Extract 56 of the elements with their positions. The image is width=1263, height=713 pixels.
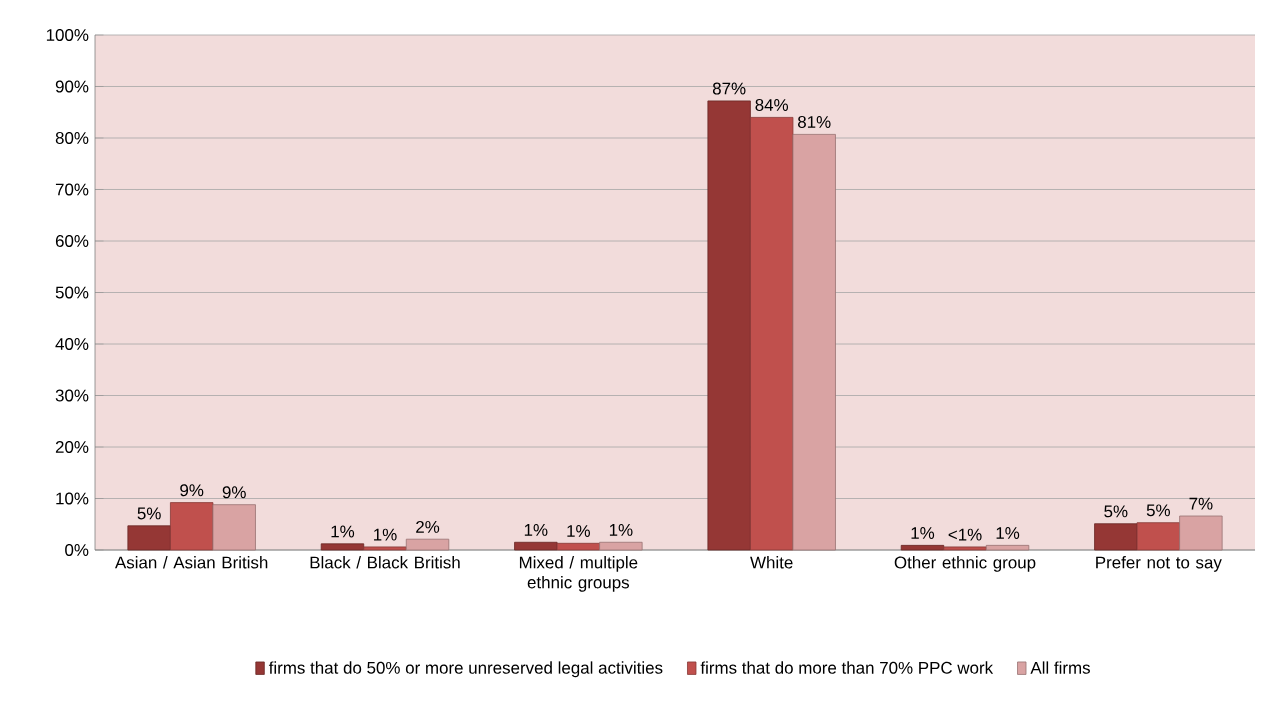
legend-label: firms that do 50% or more unreserved legal activities — [268, 661, 663, 678]
data-label: 9% — [180, 484, 204, 497]
x-tick-label: White — [750, 556, 793, 569]
data-label: 1% — [374, 528, 397, 541]
bar — [943, 546, 987, 551]
bar — [514, 541, 558, 551]
y-tick-label: 60% — [55, 235, 89, 247]
data-label: 1% — [567, 525, 590, 537]
legend-label: All firms — [1030, 661, 1090, 674]
data-label: 1% — [524, 524, 548, 536]
bar — [792, 133, 836, 551]
x-tick-label: Asian / Asian British — [114, 556, 268, 569]
data-label: 5% — [1146, 504, 1170, 517]
data-label: 1% — [609, 524, 633, 536]
data-label: 1% — [911, 527, 935, 539]
data-label: 2% — [416, 520, 440, 533]
y-tick-label: 40% — [55, 338, 89, 350]
y-tick-label: 100% — [46, 29, 89, 41]
data-label: 84% — [755, 99, 789, 111]
bar — [556, 542, 601, 551]
legend-label: firms that do more than 70% PPC work — [700, 661, 994, 674]
y-tick-label: 30% — [55, 389, 89, 402]
data-label: 5% — [1104, 505, 1128, 518]
x-tick-label: Black / Black British — [310, 556, 460, 569]
bar — [985, 544, 1030, 551]
bar — [1094, 523, 1138, 551]
data-label: <1% — [948, 528, 982, 541]
bar — [707, 100, 751, 551]
data-label: 1% — [331, 525, 355, 538]
data-label: 9% — [222, 486, 246, 499]
bar — [127, 525, 171, 551]
bar — [599, 541, 643, 551]
bar — [1179, 515, 1223, 551]
bar — [1136, 522, 1181, 551]
bar — [750, 117, 794, 551]
x-tick-label: Prefer not to say — [1096, 556, 1222, 572]
y-tick-label: 70% — [55, 183, 89, 196]
bar — [212, 504, 256, 551]
y-tick-label: 90% — [55, 80, 89, 93]
bar — [363, 546, 407, 551]
y-tick-label: 20% — [55, 441, 89, 453]
y-tick-label: 80% — [55, 132, 89, 144]
bar — [405, 538, 450, 551]
data-label: 7% — [1189, 497, 1213, 510]
x-tick-label: Other ethnic group — [894, 556, 1036, 572]
y-tick-label: 0% — [65, 544, 89, 556]
data-label: 5% — [137, 507, 161, 520]
bar — [900, 544, 945, 551]
bar — [170, 502, 214, 551]
data-label: 81% — [798, 116, 831, 128]
y-tick-label: 50% — [55, 286, 89, 299]
data-label: 1% — [996, 527, 1020, 539]
data-label: 87% — [712, 82, 746, 95]
x-tick-label: Mixed / multiple ethnic groups — [519, 556, 638, 592]
bar — [320, 543, 365, 551]
y-tick-label: 10% — [56, 492, 89, 505]
